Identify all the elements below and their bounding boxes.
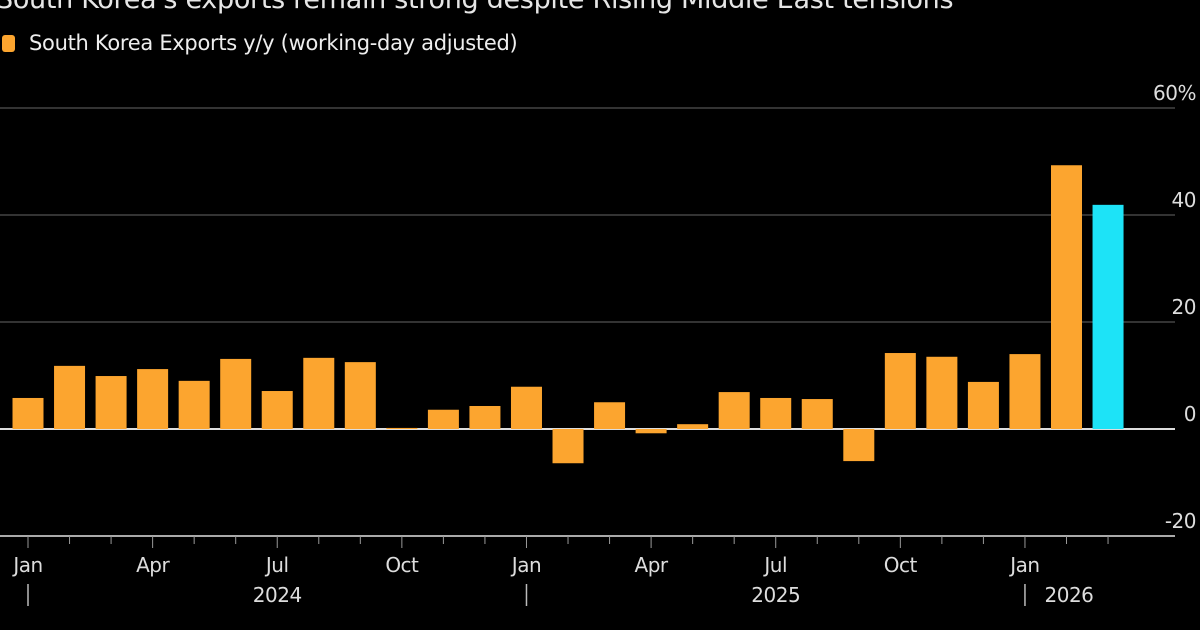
bar-2024-10 xyxy=(386,427,418,429)
bar-2024-02 xyxy=(54,365,86,429)
x-tick-label: Jul xyxy=(264,553,289,577)
x-tick-label: Jan xyxy=(510,553,541,577)
bar-2025-08 xyxy=(801,399,833,429)
year-label: 2026 xyxy=(1045,583,1094,607)
bar-2025-01 xyxy=(510,386,542,429)
chart-title: South Korea's exports remain strong desp… xyxy=(0,0,954,15)
bar-2025-05 xyxy=(677,424,709,429)
bar-2026-01 xyxy=(1009,354,1041,429)
x-tick-label: Jan xyxy=(1008,553,1039,577)
bar-2026-03 xyxy=(1092,204,1124,429)
x-tick-label: Oct xyxy=(385,553,419,577)
bar-2024-04 xyxy=(137,369,169,429)
bar-2024-05 xyxy=(178,380,210,429)
legend-label: South Korea Exports y/y (working-day adj… xyxy=(29,31,518,55)
bar-2024-07 xyxy=(261,391,293,429)
bar-2025-03 xyxy=(594,402,626,429)
x-tick-label: Jan xyxy=(11,553,42,577)
bar-2024-09 xyxy=(344,362,376,429)
bar-2025-09 xyxy=(843,429,875,462)
y-tick-label: 40 xyxy=(1172,188,1196,212)
year-label: 2025 xyxy=(751,583,800,607)
bar-2024-12 xyxy=(469,405,501,429)
y-tick-label: 0 xyxy=(1184,402,1196,426)
bar-2026-02 xyxy=(1051,165,1082,429)
bar-2024-11 xyxy=(427,409,459,429)
legend-swatch xyxy=(2,34,15,52)
bar-2025-04 xyxy=(635,429,667,434)
year-label: 2024 xyxy=(253,583,302,607)
bar-2025-11 xyxy=(926,356,958,429)
bar-2024-08 xyxy=(303,357,335,429)
y-tick-label: 20 xyxy=(1172,295,1196,319)
bar-2025-06 xyxy=(718,392,750,429)
bar-2024-06 xyxy=(220,358,252,429)
y-tick-label: 60% xyxy=(1153,81,1196,105)
bar-2025-12 xyxy=(967,381,999,429)
bar-2024-01 xyxy=(12,397,44,429)
x-tick-label: Oct xyxy=(884,553,918,577)
x-tick-label: Jul xyxy=(762,553,787,577)
bar-2024-03 xyxy=(95,376,127,429)
x-tick-label: Apr xyxy=(635,553,669,577)
legend: South Korea Exports y/y (working-day adj… xyxy=(2,31,518,55)
x-tick-label: Apr xyxy=(136,553,170,577)
bar-2025-07 xyxy=(760,397,792,429)
bar-2025-02 xyxy=(552,429,584,464)
y-tick-label: -20 xyxy=(1165,509,1196,533)
bar-2025-10 xyxy=(884,353,916,429)
